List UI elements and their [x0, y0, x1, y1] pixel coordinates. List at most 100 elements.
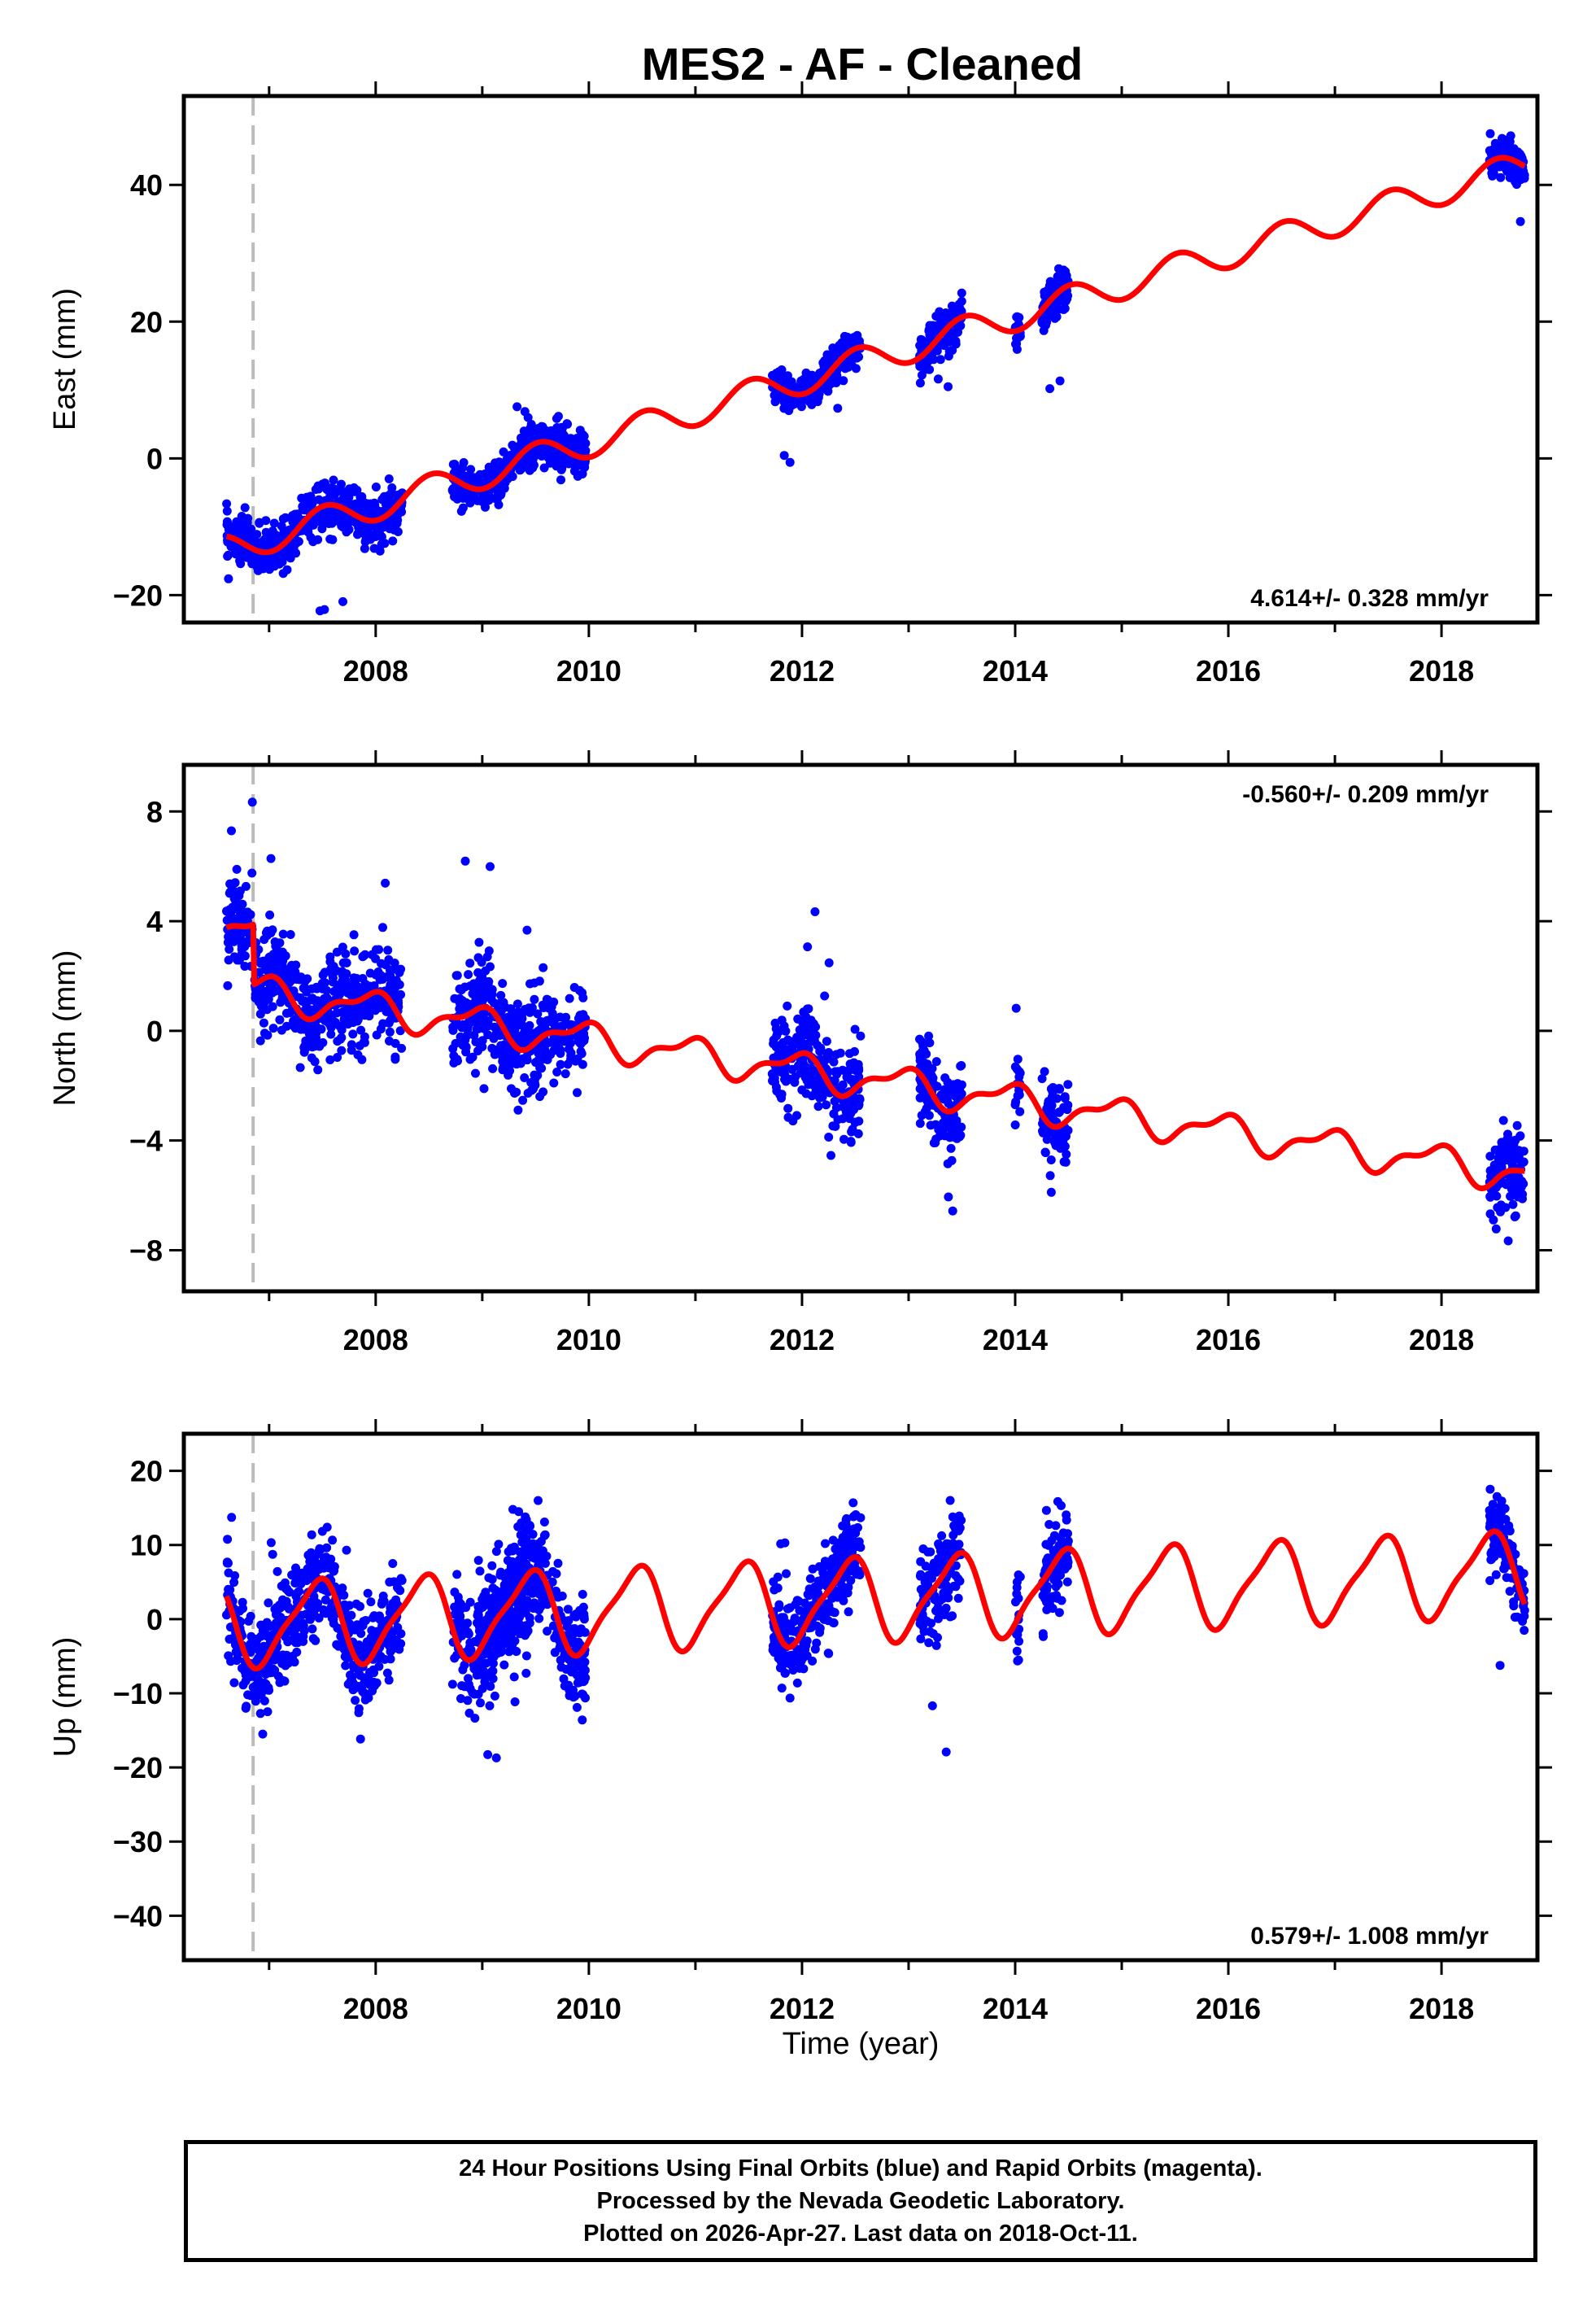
data-point: [329, 475, 338, 485]
data-point: [820, 991, 830, 1001]
data-point: [579, 1614, 589, 1624]
data-point: [464, 1708, 474, 1718]
data-point: [274, 649, 283, 658]
data-point: [525, 1613, 534, 1622]
data-point: [534, 1602, 543, 1611]
data-point: [469, 1030, 479, 1040]
data-point: [223, 1535, 233, 1544]
data-point: [842, 1513, 852, 1523]
data-point: [259, 564, 268, 574]
data-point: [569, 1685, 578, 1695]
data-point: [547, 426, 556, 435]
data-point: [1498, 1116, 1508, 1125]
data-point: [522, 925, 532, 935]
data-point: [328, 977, 338, 987]
data-point: [941, 1094, 951, 1104]
data-point: [1039, 325, 1049, 335]
data-point: [552, 413, 561, 423]
data-point: [783, 1103, 793, 1113]
data-point: [824, 1649, 834, 1658]
data-point: [578, 1059, 587, 1069]
data-point: [360, 544, 369, 553]
data-point: [529, 425, 539, 435]
data-point: [468, 1052, 477, 1062]
data-point: [356, 1025, 366, 1035]
data-point: [303, 524, 312, 534]
data-point: [341, 1661, 351, 1671]
data-point: [518, 1095, 528, 1105]
data-point: [1502, 164, 1511, 174]
data-point: [277, 954, 287, 963]
data-point: [390, 1600, 400, 1609]
data-point: [232, 1656, 242, 1666]
rate-label-east: 4.614+/- 0.328 mm/yr: [1250, 585, 1489, 612]
data-point: [374, 525, 384, 535]
data-point: [1010, 1062, 1020, 1072]
data-point: [224, 955, 233, 965]
data-point: [549, 1078, 559, 1088]
data-point: [771, 1024, 781, 1033]
data-point: [222, 499, 232, 509]
data-point: [779, 451, 789, 461]
data-point: [945, 1087, 955, 1097]
data-point: [560, 1069, 570, 1079]
data-point: [1011, 1003, 1021, 1013]
data-point: [1037, 318, 1047, 328]
data-point: [534, 1539, 543, 1548]
data-point: [456, 506, 466, 516]
data-point: [386, 1654, 395, 1664]
data-point: [225, 945, 234, 954]
data-point: [350, 977, 360, 987]
data-point: [496, 1002, 506, 1011]
data-point: [338, 1583, 347, 1593]
data-point: [354, 1708, 364, 1718]
data-point: [569, 1657, 579, 1666]
data-point: [360, 950, 370, 959]
data-point: [535, 1063, 545, 1072]
data-point: [822, 350, 832, 360]
data-point: [846, 1137, 856, 1146]
data-point: [915, 378, 925, 388]
data-point: [477, 1016, 486, 1026]
data-point: [337, 479, 346, 489]
data-point: [329, 1566, 338, 1576]
x-tick-label: 2016: [1196, 654, 1261, 688]
data-point: [266, 1538, 276, 1548]
data-point: [369, 502, 379, 512]
data-point: [320, 1608, 329, 1618]
data-point: [1054, 1107, 1064, 1117]
data-point: [774, 1603, 784, 1612]
data-point: [528, 455, 538, 465]
data-point: [1515, 175, 1525, 185]
data-point: [935, 1546, 945, 1556]
data-point: [787, 1064, 797, 1074]
data-point: [375, 975, 385, 985]
data-point: [521, 1651, 531, 1661]
data-point: [556, 465, 566, 474]
data-point: [292, 975, 301, 984]
data-point: [476, 495, 486, 504]
data-point: [944, 347, 954, 356]
data-point: [805, 1574, 815, 1583]
data-point: [501, 1063, 511, 1073]
data-point: [931, 1138, 940, 1147]
data-point: [1054, 264, 1063, 273]
data-point: [453, 1592, 463, 1602]
frame-east: [181, 94, 1540, 625]
data-point: [313, 535, 323, 544]
data-point: [513, 1105, 523, 1115]
data-point: [805, 371, 815, 381]
data-point: [573, 1637, 583, 1647]
plot-area-up: [222, 1434, 1529, 1960]
data-point: [346, 1671, 355, 1679]
data-point: [948, 1206, 957, 1216]
data-point: [848, 1498, 858, 1508]
data-point: [828, 1121, 838, 1131]
data-point: [376, 1652, 386, 1662]
x-tick-label: 2010: [556, 1323, 621, 1356]
data-point: [255, 518, 264, 527]
data-point: [839, 1134, 848, 1144]
data-point: [918, 335, 927, 345]
data-point: [828, 1565, 838, 1574]
data-point: [255, 1036, 265, 1046]
